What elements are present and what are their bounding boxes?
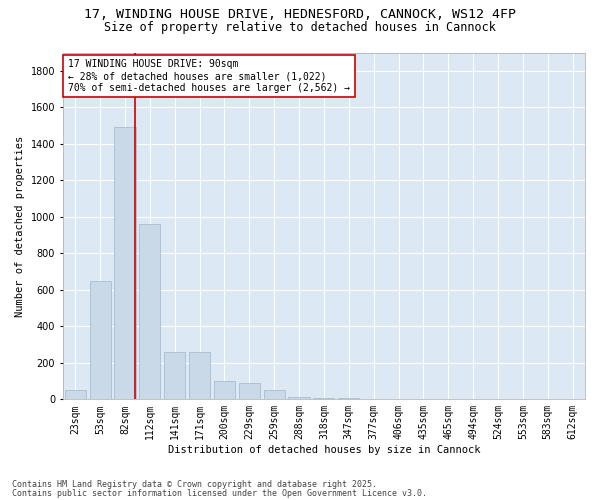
Bar [239,383,260,400]
Bar [338,398,359,400]
Bar [139,224,160,400]
Text: Contains public sector information licensed under the Open Government Licence v3: Contains public sector information licen… [12,488,427,498]
Bar [189,352,210,400]
Text: Contains HM Land Registry data © Crown copyright and database right 2025.: Contains HM Land Registry data © Crown c… [12,480,377,489]
Bar [89,280,110,400]
Bar [214,381,235,400]
Y-axis label: Number of detached properties: Number of detached properties [15,136,25,316]
Bar [263,390,285,400]
Bar [65,390,86,400]
Bar [289,396,310,400]
Text: Size of property relative to detached houses in Cannock: Size of property relative to detached ho… [104,21,496,34]
Bar [363,399,384,400]
Text: 17 WINDING HOUSE DRIVE: 90sqm
← 28% of detached houses are smaller (1,022)
70% o: 17 WINDING HOUSE DRIVE: 90sqm ← 28% of d… [68,60,350,92]
Bar [115,128,136,400]
X-axis label: Distribution of detached houses by size in Cannock: Distribution of detached houses by size … [167,445,480,455]
Bar [313,398,334,400]
Text: 17, WINDING HOUSE DRIVE, HEDNESFORD, CANNOCK, WS12 4FP: 17, WINDING HOUSE DRIVE, HEDNESFORD, CAN… [84,8,516,20]
Bar [164,352,185,400]
